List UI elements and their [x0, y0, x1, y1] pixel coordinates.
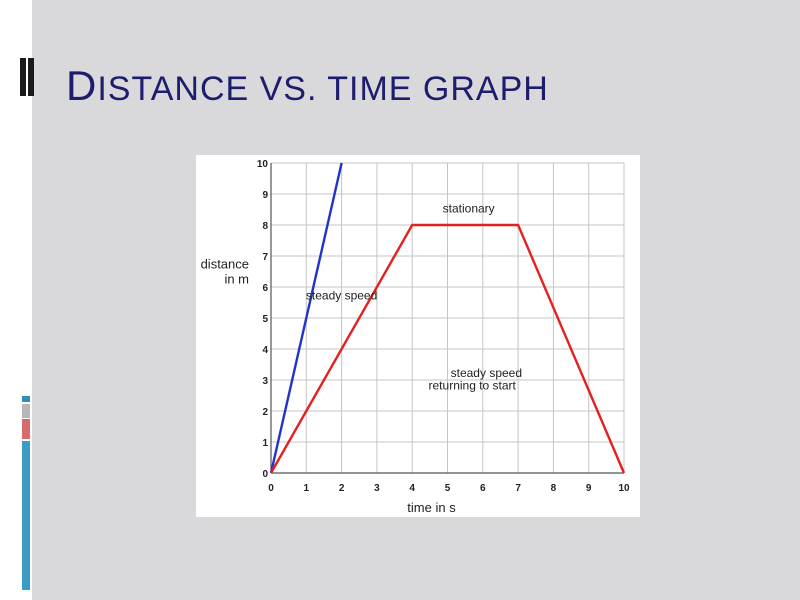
chart-panel: 0 1 2 3 4 5 6 7 8 9 10 0 1 2 3 4 5 6 7 8 9 10 time in s distanc… — [196, 155, 640, 517]
series-line-1 — [269, 162, 343, 474]
x-tick-label: 5 — [445, 483, 451, 494]
chart-annotation: stationary — [443, 202, 495, 216]
accent-strip — [22, 441, 30, 590]
y-tick-label: 9 — [262, 190, 268, 201]
x-tick-label: 1 — [304, 483, 310, 494]
x-tick-label: 4 — [409, 483, 415, 494]
x-tick-label: 10 — [618, 483, 630, 494]
title-marker-bar — [28, 58, 34, 96]
accent-strip — [22, 396, 30, 402]
x-tick-label: 3 — [374, 483, 380, 494]
accent-strip — [22, 404, 30, 418]
x-axis-label: time in s — [407, 500, 456, 515]
y-tick-label: 0 — [262, 469, 268, 480]
y-tick-label: 2 — [262, 407, 268, 418]
y-tick-label: 6 — [262, 283, 268, 294]
y-tick-label: 10 — [257, 159, 269, 170]
y-tick-label: 1 — [262, 438, 268, 449]
y-axis-label: distance — [201, 256, 249, 271]
y-tick-label: 4 — [262, 345, 268, 356]
title-marker-bar — [20, 58, 26, 96]
chart-annotation: steady speed — [451, 366, 522, 380]
x-tick-label: 9 — [586, 483, 592, 494]
accent-strip — [22, 419, 30, 439]
x-tick-label: 7 — [515, 483, 521, 494]
y-tick-label: 3 — [262, 376, 268, 387]
page-title-initial: D — [66, 62, 98, 109]
series-line-2 — [269, 223, 626, 474]
chart-annotation: returning to start — [429, 378, 517, 392]
page-title-rest: ISTANCE VS. TIME GRAPH — [97, 70, 549, 108]
x-tick-label: 0 — [268, 483, 274, 494]
y-axis-label: in m — [224, 271, 249, 286]
chart-annotation: steady speed — [306, 288, 377, 302]
y-tick-label: 7 — [262, 252, 268, 263]
x-tick-label: 8 — [551, 483, 557, 494]
distance-time-chart: 0 1 2 3 4 5 6 7 8 9 10 0 1 2 3 4 5 6 7 8 9 10 time in s distanc… — [201, 159, 630, 515]
x-tick-label: 6 — [480, 483, 486, 494]
y-tick-label: 5 — [262, 314, 268, 325]
y-tick-label: 8 — [262, 221, 268, 232]
x-tick-label: 2 — [339, 483, 345, 494]
page-title: DISTANCE VS. TIME GRAPH — [66, 62, 549, 110]
